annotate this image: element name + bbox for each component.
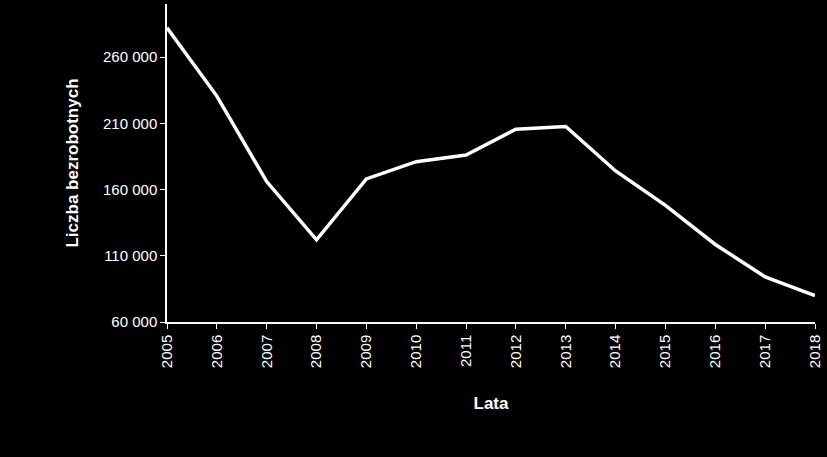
svg-text:2013: 2013 xyxy=(557,335,574,368)
svg-text:2018: 2018 xyxy=(806,335,823,368)
svg-text:2010: 2010 xyxy=(407,335,424,368)
svg-text:260 000: 260 000 xyxy=(103,48,157,65)
svg-text:160 000: 160 000 xyxy=(103,181,157,198)
svg-text:Lata: Lata xyxy=(474,394,510,413)
svg-text:2011: 2011 xyxy=(457,335,474,367)
svg-text:2006: 2006 xyxy=(208,335,225,368)
svg-text:2017: 2017 xyxy=(756,335,773,368)
svg-text:210 000: 210 000 xyxy=(103,115,157,132)
svg-text:2014: 2014 xyxy=(606,335,623,368)
svg-text:2005: 2005 xyxy=(158,335,175,368)
svg-text:2008: 2008 xyxy=(307,335,324,368)
svg-text:60 000: 60 000 xyxy=(111,313,157,330)
svg-text:2012: 2012 xyxy=(507,335,524,368)
svg-text:2009: 2009 xyxy=(357,335,374,368)
svg-text:2015: 2015 xyxy=(656,335,673,368)
svg-text:110 000: 110 000 xyxy=(104,247,157,264)
svg-text:2007: 2007 xyxy=(258,335,275,368)
svg-text:Liczba bezrobotnych: Liczba bezrobotnych xyxy=(63,78,82,247)
svg-text:2016: 2016 xyxy=(706,335,723,368)
